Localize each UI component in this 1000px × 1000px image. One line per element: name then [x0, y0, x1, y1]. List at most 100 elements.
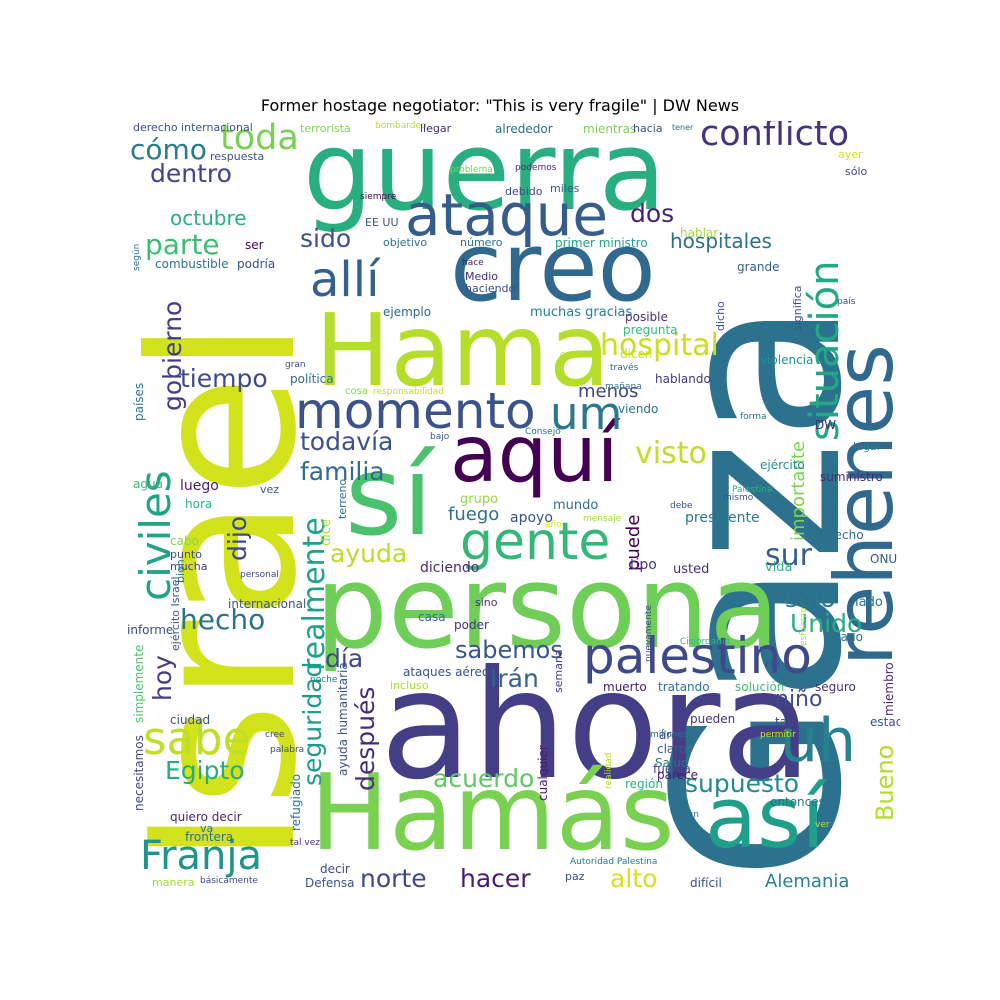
word: um	[550, 387, 623, 440]
word: simplemente	[132, 644, 146, 723]
word: derecho	[815, 528, 864, 542]
word: tratando	[658, 680, 710, 694]
word: dicho	[714, 301, 727, 331]
word: ONU	[870, 552, 898, 566]
word: sur	[765, 538, 812, 573]
word: muerto	[603, 680, 647, 694]
word: Franja	[140, 833, 263, 879]
word: vida	[765, 560, 793, 575]
word: nuevamente	[644, 605, 654, 662]
word: pueden	[690, 712, 736, 726]
word: Palestina	[732, 485, 773, 495]
word: miles	[550, 182, 580, 195]
word: hablar	[680, 226, 719, 240]
word: podría	[237, 257, 276, 271]
word: difícil	[690, 876, 722, 890]
word: casa	[418, 610, 446, 624]
word: va	[200, 822, 214, 835]
word: guerra	[303, 121, 667, 235]
word: cree	[265, 730, 285, 740]
word: ayer	[838, 148, 863, 161]
word: haciendo	[465, 282, 516, 295]
word: presidente	[685, 510, 760, 526]
word: siempre	[360, 192, 397, 202]
word: mensaje	[583, 514, 622, 524]
word: menos	[578, 381, 639, 402]
word: allí	[310, 252, 380, 308]
word: persona	[315, 541, 780, 675]
word: sabe	[143, 712, 251, 765]
word: gente	[460, 512, 611, 572]
word: sólo	[845, 165, 868, 178]
word: todavía	[300, 427, 394, 456]
word: Alemania	[765, 871, 850, 892]
word-cloud: Gaza Israel guerra creo ahora persona Ha…	[125, 121, 900, 896]
word: violencia	[760, 353, 814, 367]
word: hoy	[148, 655, 177, 701]
word: mientras	[583, 122, 637, 136]
word: combustible	[155, 257, 229, 271]
word: tener	[672, 123, 694, 132]
word: estadounidense	[870, 715, 900, 729]
word: muchas gracias	[530, 305, 633, 320]
word: hace	[462, 258, 484, 268]
word: diciendo	[420, 560, 480, 576]
word: fuerza	[653, 762, 691, 776]
word: ciudad	[170, 713, 211, 727]
word: agua	[133, 477, 163, 491]
word: aún	[682, 810, 699, 820]
word: DW	[815, 418, 837, 432]
word: forma	[740, 412, 767, 422]
word: octubre	[170, 206, 247, 230]
word: primer ministro	[555, 236, 648, 250]
word: Salud	[655, 756, 689, 770]
word: hora	[185, 497, 213, 511]
word: ser	[245, 238, 264, 252]
word: pregunta	[623, 323, 678, 337]
word: grupo	[460, 492, 499, 507]
word: ver	[815, 820, 830, 830]
word: ataque	[405, 181, 609, 249]
word: Bueno	[871, 744, 899, 821]
word: miembro	[882, 662, 896, 716]
word: suministro	[820, 470, 883, 484]
word: respuesta	[210, 150, 265, 163]
word: ataques aéreos	[403, 665, 496, 679]
word: según	[132, 243, 142, 271]
word: ejército	[760, 458, 805, 472]
word: cabo	[170, 534, 199, 548]
word: mañana	[605, 382, 642, 392]
word: EE UU	[365, 216, 399, 229]
chart-title: Former hostage negotiator: "This is very…	[260, 96, 740, 115]
word: dijo	[223, 515, 252, 561]
word: ejército Israel	[169, 576, 182, 651]
word: Egipto	[165, 756, 245, 785]
word: situación	[802, 260, 848, 441]
word: responsabilidad	[373, 387, 445, 397]
word: mucha	[170, 560, 208, 573]
word: países	[132, 382, 146, 421]
word: básicamente	[200, 876, 258, 886]
word: lugar	[853, 440, 882, 453]
word: parte	[145, 228, 220, 261]
word: creo	[450, 213, 656, 323]
word: refugiado	[289, 773, 303, 831]
word: importante	[788, 440, 809, 541]
word: esfuerzo	[799, 607, 809, 646]
word: supuesto	[685, 769, 800, 798]
word: informe	[127, 623, 174, 637]
word: solo	[785, 584, 836, 613]
word: después	[351, 686, 380, 791]
word: cerca	[560, 350, 585, 360]
word: apoyo	[510, 510, 553, 526]
word: cosa	[345, 386, 368, 397]
word: año	[545, 520, 562, 530]
word: debe	[670, 501, 693, 511]
word: hacia	[633, 122, 663, 135]
word: así	[705, 769, 825, 868]
word: número	[460, 236, 503, 249]
word: Unido	[790, 609, 863, 638]
word: dentro	[150, 159, 232, 188]
word: paz	[565, 870, 585, 883]
word: alrededor	[495, 122, 553, 136]
